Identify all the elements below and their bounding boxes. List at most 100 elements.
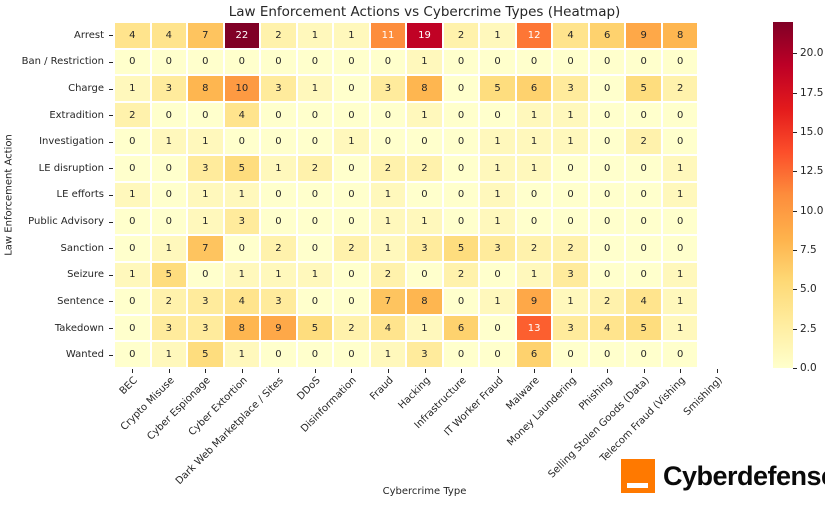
heatmap-cell: 2 (442, 22, 480, 49)
heatmap-cell: 0 (625, 155, 662, 182)
colorbar-tick-label: 20.0 (800, 47, 824, 60)
heatmap-cell: 1 (406, 208, 443, 235)
heatmap-cell: 0 (150, 101, 188, 129)
heatmap-cell: 3 (552, 261, 589, 289)
y-tick-label: Extradition (49, 109, 104, 121)
heatmap-cell: 0 (552, 208, 589, 235)
heatmap-cell: 6 (588, 22, 626, 49)
heatmap-cell: 1 (661, 288, 699, 315)
heatmap-cell: 0 (260, 208, 297, 235)
heatmap-cell: 6 (515, 75, 553, 102)
heatmap-cell: 1 (260, 155, 297, 182)
heatmap-cell: 0 (625, 234, 662, 262)
x-tick-mark (497, 368, 499, 373)
heatmap-cell: 3 (369, 75, 407, 102)
colorbar-tick-mark (793, 171, 797, 173)
heatmap-cell: 1 (187, 181, 224, 209)
colorbar-tick-label: 17.5 (800, 86, 824, 99)
x-tick-mark (716, 368, 718, 373)
heatmap-cell: 1 (114, 261, 151, 289)
heatmap-cell: 3 (187, 288, 224, 315)
heatmap-cell: 2 (260, 234, 297, 262)
heatmap-cell: 0 (588, 101, 626, 129)
heatmap-cell: 2 (333, 314, 370, 342)
heatmap-cell: 0 (406, 128, 443, 156)
x-tick-mark (241, 368, 243, 373)
heatmap-cell: 0 (150, 181, 188, 209)
heatmap-cell: 0 (333, 181, 370, 209)
heatmap-cell: 0 (406, 181, 443, 209)
heatmap-cell: 1 (187, 128, 224, 156)
heatmap-cell: 0 (187, 261, 224, 289)
heatmap-cell: 0 (479, 261, 516, 289)
heatmap-cell: 1 (515, 261, 553, 289)
heatmap-cell: 0 (661, 341, 699, 368)
heatmap-cell: 8 (406, 75, 443, 102)
orange-logo-bar (627, 483, 648, 488)
y-tick-mark (109, 141, 113, 143)
heatmap-cell: 0 (625, 48, 662, 76)
heatmap-cell: 1 (552, 101, 589, 129)
cyberdefense-logo: Cyberdefense (621, 458, 825, 494)
heatmap-cell: 1 (114, 181, 151, 209)
heatmap-cell: 1 (150, 128, 188, 156)
heatmap-cell: 3 (223, 208, 261, 235)
heatmap-cell: 0 (114, 314, 151, 342)
heatmap-cell: 0 (369, 48, 407, 76)
colorbar-tick-mark (793, 210, 797, 212)
colorbar-tick-label: 2.5 (800, 322, 817, 335)
heatmap-cell: 0 (223, 48, 261, 76)
heatmap-cell: 0 (260, 101, 297, 129)
y-tick-mark (109, 61, 113, 63)
heatmap-cell: 0 (369, 101, 407, 129)
heatmap-cell: 5 (296, 314, 334, 342)
colorbar-tick-mark (793, 53, 797, 55)
x-tick-mark (314, 368, 316, 373)
heatmap-cell: 0 (515, 208, 553, 235)
heatmap-cell: 1 (661, 261, 699, 289)
x-tick-mark (278, 368, 280, 373)
heatmap-cell: 0 (442, 128, 480, 156)
heatmap-cell: 0 (114, 155, 151, 182)
heatmap-cell: 2 (333, 234, 370, 262)
heatmap-cell: 1 (661, 314, 699, 342)
heatmap-cell: 1 (369, 341, 407, 368)
heatmap-cell: 2 (406, 155, 443, 182)
heatmap-cell: 2 (588, 288, 626, 315)
heatmap-cell: 22 (223, 22, 261, 49)
heatmap-cell: 1 (406, 101, 443, 129)
heatmap-cell: 4 (625, 288, 662, 315)
heatmap-cell: 0 (552, 181, 589, 209)
heatmap-cell: 1 (479, 288, 516, 315)
heatmap-cell: 11 (369, 22, 407, 49)
y-tick-label: Seizure (67, 269, 104, 281)
heatmap-cell: 0 (588, 48, 626, 76)
heatmap-cell: 0 (406, 261, 443, 289)
heatmap-cell: 0 (333, 208, 370, 235)
heatmap-cell: 1 (479, 208, 516, 235)
x-tick-mark (570, 368, 572, 373)
colorbar-tick-mark (793, 289, 797, 291)
colorbar-tick-mark (793, 368, 797, 369)
heatmap-cell: 9 (625, 22, 662, 49)
heatmap-cell: 6 (442, 314, 480, 342)
heatmap-cell: 2 (515, 234, 553, 262)
colorbar-tick-label: 0.0 (800, 362, 817, 374)
heatmap-cell: 0 (114, 341, 151, 368)
heatmap-cell: 3 (187, 155, 224, 182)
y-tick-label: Sanction (60, 242, 104, 254)
heatmap-cell: 0 (296, 341, 334, 368)
heatmap-cell: 0 (187, 101, 224, 129)
heatmap-cell: 0 (479, 48, 516, 76)
heatmap-cell: 7 (369, 288, 407, 315)
heatmap-cell: 1 (552, 128, 589, 156)
heatmap-cell: 0 (552, 341, 589, 368)
y-tick-mark (109, 248, 113, 250)
heatmap-cell: 0 (260, 181, 297, 209)
heatmap-cell: 8 (661, 22, 699, 49)
heatmap-cell: 0 (114, 208, 151, 235)
heatmap-cell: 0 (588, 261, 626, 289)
heatmap-cell: 4 (588, 314, 626, 342)
heatmap-cell: 3 (150, 314, 188, 342)
heatmap-cell (698, 314, 735, 342)
